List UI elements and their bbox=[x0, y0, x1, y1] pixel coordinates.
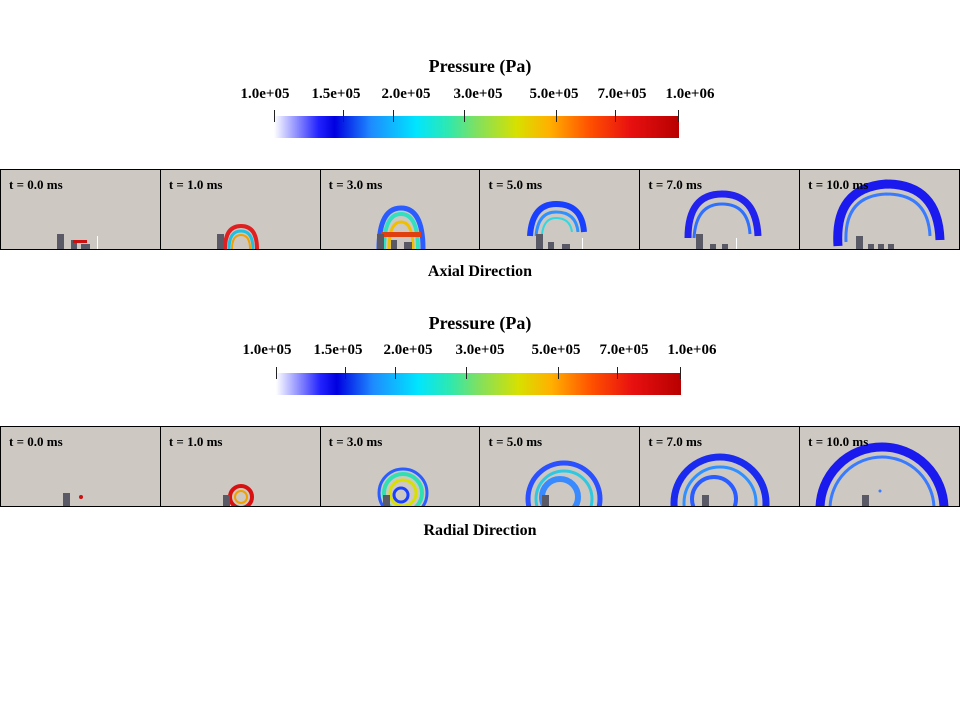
colorbar-tick bbox=[395, 367, 396, 379]
pressure-field bbox=[376, 205, 426, 249]
time-label: t = 3.0 ms bbox=[328, 177, 383, 192]
time-label: t = 10.0 ms bbox=[808, 434, 869, 449]
colorbar-tick bbox=[464, 110, 465, 122]
tick-label: 1.0e+05 bbox=[242, 342, 292, 358]
pressure-field bbox=[377, 467, 429, 506]
colorbar-tick bbox=[274, 110, 275, 122]
caption-radial: Radial Direction bbox=[423, 522, 537, 539]
tick-label: 5.0e+05 bbox=[529, 86, 579, 102]
caption-axial: Axial Direction bbox=[427, 263, 533, 280]
colorbar-tick bbox=[276, 367, 277, 379]
time-label: t = 10.0 ms bbox=[808, 177, 869, 192]
tick-label: 7.0e+05 bbox=[597, 86, 647, 102]
time-label: t = 5.0 ms bbox=[488, 434, 543, 449]
pressure-field bbox=[57, 234, 98, 249]
tick-label: 3.0e+05 bbox=[453, 86, 503, 102]
tick-label: 1.0e+05 bbox=[240, 86, 290, 102]
time-label: t = 7.0 ms bbox=[648, 177, 702, 192]
tick-label: 5.0e+05 bbox=[531, 342, 581, 358]
tick-label: 1.0e+06 bbox=[667, 342, 717, 358]
time-label: t = 7.0 ms bbox=[648, 434, 702, 449]
pressure-field bbox=[815, 442, 949, 506]
pressure-field bbox=[833, 179, 945, 249]
time-label: t = 1.0 ms bbox=[168, 177, 223, 192]
pressure-field bbox=[527, 200, 588, 249]
pressure-field bbox=[670, 453, 770, 506]
snapshot-panel: t = 5.0 ms bbox=[479, 427, 639, 506]
colorbar-gradient bbox=[274, 116, 679, 138]
snapshot-panel: t = 10.0 ms bbox=[799, 427, 959, 506]
colorbar-radial bbox=[276, 367, 681, 395]
colorbar-gradient bbox=[276, 373, 681, 395]
colorbar-tick bbox=[558, 367, 559, 379]
pressure-field bbox=[525, 460, 603, 506]
tick-label: 2.0e+05 bbox=[383, 342, 433, 358]
colorbar-axial bbox=[274, 110, 679, 138]
snapshot-panel: t = 0.0 ms bbox=[1, 427, 160, 506]
tick-label: 1.5e+05 bbox=[313, 342, 363, 358]
colorbar-tick-labels-radial: 1.0e+05 1.5e+05 2.0e+05 3.0e+05 5.0e+05 … bbox=[0, 342, 960, 362]
colorbar-tick bbox=[680, 367, 681, 379]
colorbar-tick bbox=[617, 367, 618, 379]
colorbar-tick bbox=[466, 367, 467, 379]
pressure-field bbox=[222, 484, 254, 506]
colorbar-tick bbox=[343, 110, 344, 122]
colorbar-title-axial: Pressure (Pa) bbox=[428, 56, 532, 76]
time-label: t = 5.0 ms bbox=[488, 177, 543, 192]
snapshot-panel: t = 7.0 ms bbox=[639, 170, 799, 249]
colorbar-title-radial: Pressure (Pa) bbox=[428, 313, 532, 333]
snapshot-panel: t = 0.0 ms bbox=[1, 170, 160, 249]
snapshot-panel: t = 10.0 ms bbox=[799, 170, 959, 249]
tick-label: 1.0e+06 bbox=[665, 86, 715, 102]
time-label: t = 0.0 ms bbox=[9, 177, 63, 192]
snapshot-strip-axial: t = 0.0 ms t = 1.0 ms t = 3.0 ms bbox=[0, 169, 960, 250]
pressure-field bbox=[63, 493, 83, 506]
tick-label: 7.0e+05 bbox=[599, 342, 649, 358]
colorbar-tick bbox=[345, 367, 346, 379]
tick-label: 2.0e+05 bbox=[381, 86, 431, 102]
colorbar-tick bbox=[556, 110, 557, 122]
colorbar-tick bbox=[393, 110, 394, 122]
snapshot-panel: t = 1.0 ms bbox=[159, 170, 320, 249]
snapshot-panel: t = 3.0 ms bbox=[319, 170, 480, 249]
colorbar-tick bbox=[678, 110, 679, 122]
snapshot-panel: t = 5.0 ms bbox=[479, 170, 639, 249]
time-label: t = 1.0 ms bbox=[168, 434, 223, 449]
time-label: t = 3.0 ms bbox=[328, 434, 383, 449]
colorbar-tick-labels-axial: 1.0e+05 1.5e+05 2.0e+05 3.0e+05 5.0e+05 … bbox=[0, 86, 960, 106]
snapshot-panel: t = 1.0 ms bbox=[159, 427, 320, 506]
snapshot-panel: t = 3.0 ms bbox=[319, 427, 480, 506]
colorbar-tick bbox=[615, 110, 616, 122]
snapshot-strip-radial: t = 0.0 ms t = 1.0 ms t = 3.0 ms t = 5.0… bbox=[0, 426, 960, 507]
pressure-field bbox=[684, 190, 762, 249]
time-label: t = 0.0 ms bbox=[9, 434, 63, 449]
tick-label: 1.5e+05 bbox=[311, 86, 361, 102]
snapshot-panel: t = 7.0 ms bbox=[639, 427, 799, 506]
pressure-field bbox=[216, 223, 259, 249]
tick-label: 3.0e+05 bbox=[455, 342, 505, 358]
